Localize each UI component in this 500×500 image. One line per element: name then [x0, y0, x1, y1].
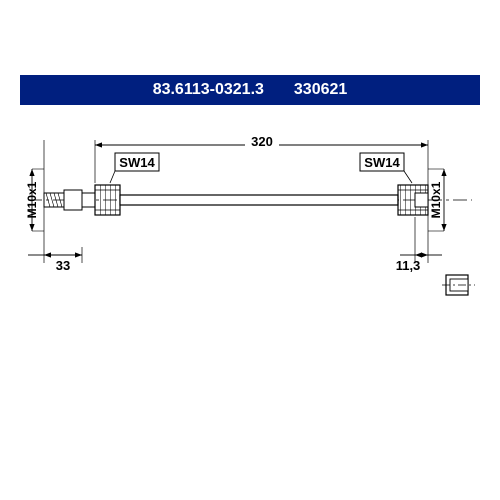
sw-right-label: SW14: [364, 155, 400, 170]
thread-right-label: M10x1: [429, 181, 443, 218]
sw-left-label: SW14: [119, 155, 155, 170]
dim-11-3: 11,3: [396, 258, 421, 273]
dim-33: 33: [56, 258, 70, 273]
part-code: 330621: [294, 81, 347, 99]
part-number: 83.6113-0321.3: [153, 81, 264, 99]
header-bar: 83.6113-0321.3 330621: [20, 75, 480, 105]
detail-fitting: [442, 275, 475, 295]
technical-drawing: 320 SW14 SW14 33 11,3 M10x1 M10x1: [20, 105, 480, 305]
dim-320: 320: [251, 134, 273, 149]
